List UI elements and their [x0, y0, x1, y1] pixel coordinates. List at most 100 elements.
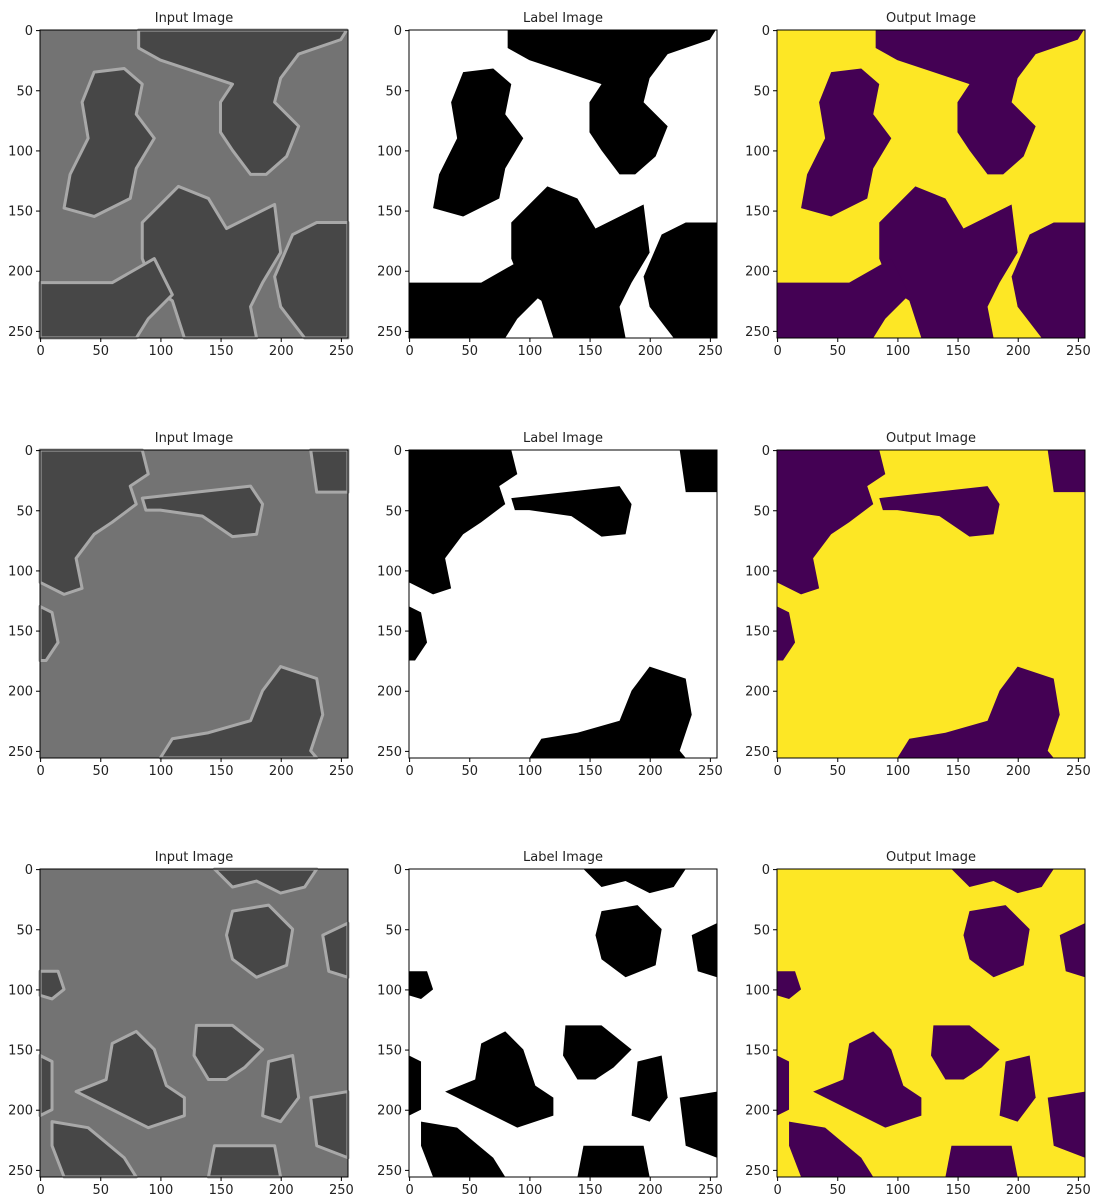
x-tick-label: 50 — [829, 764, 846, 779]
x-tick-label: 250 — [1066, 764, 1091, 779]
x-tick-label: 150 — [209, 764, 234, 779]
x-tick-label: 150 — [209, 344, 234, 359]
subplot: Label Image05010015020025005010015020025… — [377, 850, 723, 1198]
image-region — [945, 1146, 1017, 1177]
y-tick-label: 100 — [745, 564, 770, 579]
y-tick-label: 200 — [745, 1104, 770, 1119]
x-tick-label: 250 — [329, 764, 354, 779]
x-tick-label: 100 — [886, 764, 911, 779]
y-tick-label: 150 — [377, 625, 402, 640]
y-tick-label: 50 — [753, 923, 770, 938]
y-tick-label: 100 — [745, 144, 770, 159]
subplot-title: Output Image — [886, 850, 976, 865]
x-tick-label: 200 — [269, 344, 294, 359]
y-tick-label: 150 — [377, 205, 402, 220]
x-tick-label: 0 — [405, 1183, 413, 1198]
x-tick-label: 100 — [886, 1183, 911, 1198]
x-tick-label: 0 — [773, 344, 781, 359]
subplot-title: Label Image — [523, 431, 603, 446]
subplot: Label Image05010015020025005010015020025… — [377, 431, 723, 779]
y-tick-label: 150 — [8, 625, 33, 640]
subplot-title: Output Image — [886, 11, 976, 26]
subplot-title: Output Image — [886, 431, 976, 446]
subplot: Output Image0501001502002500501001502002… — [745, 11, 1091, 359]
x-tick-label: 150 — [946, 1183, 971, 1198]
subplot-title: Input Image — [155, 850, 234, 865]
x-tick-label: 200 — [1006, 344, 1031, 359]
x-tick-label: 250 — [1066, 1183, 1091, 1198]
image-region — [680, 450, 717, 492]
y-tick-label: 200 — [8, 1104, 33, 1119]
y-tick-label: 250 — [377, 325, 402, 340]
x-tick-label: 0 — [405, 764, 413, 779]
subplot: Output Image0501001502002500501001502002… — [745, 431, 1091, 779]
subplot-title: Input Image — [155, 11, 234, 26]
x-tick-label: 150 — [946, 764, 971, 779]
y-tick-label: 150 — [8, 1044, 33, 1059]
x-tick-label: 100 — [518, 344, 543, 359]
x-tick-label: 0 — [36, 764, 44, 779]
y-tick-label: 0 — [762, 444, 770, 459]
x-tick-label: 250 — [698, 764, 723, 779]
y-tick-label: 100 — [377, 564, 402, 579]
y-tick-label: 50 — [753, 84, 770, 99]
x-tick-label: 0 — [773, 1183, 781, 1198]
y-tick-label: 0 — [25, 444, 33, 459]
x-tick-label: 100 — [149, 1183, 174, 1198]
y-tick-label: 200 — [745, 265, 770, 280]
subplot-title: Label Image — [523, 11, 603, 26]
x-tick-label: 150 — [946, 344, 971, 359]
x-tick-label: 100 — [518, 1183, 543, 1198]
y-tick-label: 250 — [377, 1164, 402, 1179]
y-tick-label: 50 — [385, 504, 402, 519]
y-tick-label: 100 — [377, 144, 402, 159]
x-tick-label: 100 — [886, 344, 911, 359]
x-tick-label: 0 — [773, 764, 781, 779]
y-tick-label: 0 — [25, 24, 33, 39]
x-tick-label: 50 — [461, 344, 478, 359]
y-tick-label: 0 — [394, 24, 402, 39]
image-region — [1048, 450, 1085, 492]
x-tick-label: 100 — [149, 344, 174, 359]
x-tick-label: 50 — [461, 1183, 478, 1198]
y-tick-label: 50 — [16, 923, 33, 938]
x-tick-label: 150 — [209, 1183, 234, 1198]
subplot: Input Image05010015020025005010015020025… — [8, 11, 354, 359]
x-tick-label: 50 — [461, 764, 478, 779]
x-tick-label: 200 — [1006, 764, 1031, 779]
y-tick-label: 100 — [377, 983, 402, 998]
y-tick-label: 50 — [753, 504, 770, 519]
x-tick-label: 50 — [829, 344, 846, 359]
y-tick-label: 0 — [25, 863, 33, 878]
image-region — [208, 1146, 280, 1177]
x-tick-label: 150 — [578, 344, 603, 359]
y-tick-label: 200 — [745, 685, 770, 700]
y-tick-label: 50 — [385, 923, 402, 938]
y-tick-label: 200 — [377, 1104, 402, 1119]
x-tick-label: 100 — [518, 764, 543, 779]
y-tick-label: 250 — [8, 1164, 33, 1179]
y-tick-label: 100 — [8, 144, 33, 159]
x-tick-label: 250 — [329, 1183, 354, 1198]
y-tick-label: 150 — [8, 205, 33, 220]
image-region — [409, 1055, 421, 1115]
y-tick-label: 200 — [377, 685, 402, 700]
y-tick-label: 150 — [745, 625, 770, 640]
y-tick-label: 100 — [8, 564, 33, 579]
x-tick-label: 150 — [578, 764, 603, 779]
x-tick-label: 0 — [36, 1183, 44, 1198]
y-tick-label: 200 — [377, 265, 402, 280]
x-tick-label: 250 — [698, 1183, 723, 1198]
subplot-title: Label Image — [523, 850, 603, 865]
y-tick-label: 100 — [8, 983, 33, 998]
image-region — [40, 1055, 52, 1115]
y-tick-label: 250 — [745, 745, 770, 760]
y-tick-label: 200 — [8, 685, 33, 700]
x-tick-label: 0 — [36, 344, 44, 359]
y-tick-label: 150 — [377, 1044, 402, 1059]
x-tick-label: 100 — [149, 764, 174, 779]
x-tick-label: 50 — [92, 764, 109, 779]
